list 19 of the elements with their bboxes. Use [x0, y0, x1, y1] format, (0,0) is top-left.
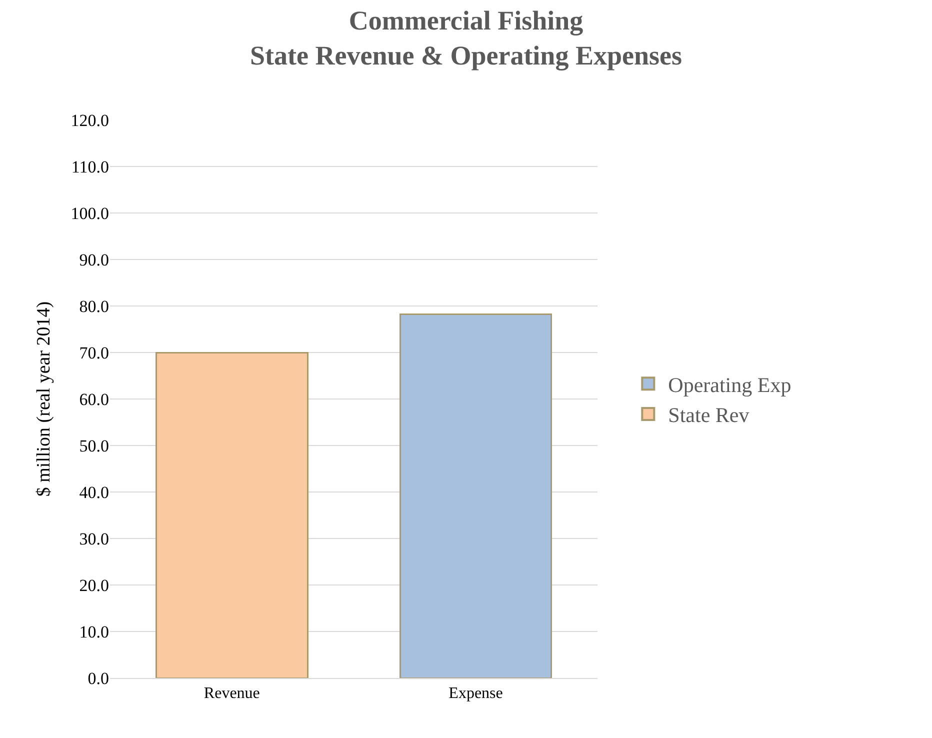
y-tick-label: 110.0	[71, 157, 109, 176]
y-tick-label: 0.0	[88, 668, 109, 688]
y-tick-label: 50.0	[79, 436, 109, 456]
y-tick-label: 120.0	[70, 110, 109, 130]
y-tick-label: 100.0	[70, 204, 109, 223]
chart-title: Commercial Fishing State Revenue & Operating Expenses	[250, 6, 682, 71]
y-tick-label: 30.0	[79, 529, 109, 548]
y-axis-title: $ million (real year 2014)	[34, 301, 55, 497]
x-tick-label: Expense	[448, 685, 503, 702]
y-tick-label: 80.0	[79, 296, 109, 316]
y-tick-label: 40.0	[79, 482, 109, 502]
legend-label: State Rev	[668, 403, 750, 428]
y-tick-label: 10.0	[79, 622, 109, 642]
y-tick-label: 70.0	[79, 343, 109, 362]
y-tick-label: 60.0	[79, 390, 109, 409]
y-tick-label: 20.0	[79, 576, 109, 595]
legend-label: Operating Exp	[668, 372, 792, 397]
x-tick-label: Revenue	[204, 685, 260, 702]
y-tick-label: 90.0	[79, 250, 109, 270]
